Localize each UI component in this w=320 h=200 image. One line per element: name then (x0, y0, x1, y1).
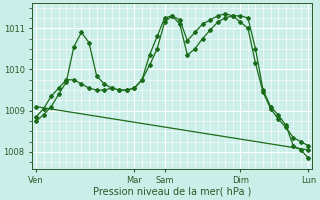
X-axis label: Pression niveau de la mer( hPa ): Pression niveau de la mer( hPa ) (93, 187, 252, 197)
